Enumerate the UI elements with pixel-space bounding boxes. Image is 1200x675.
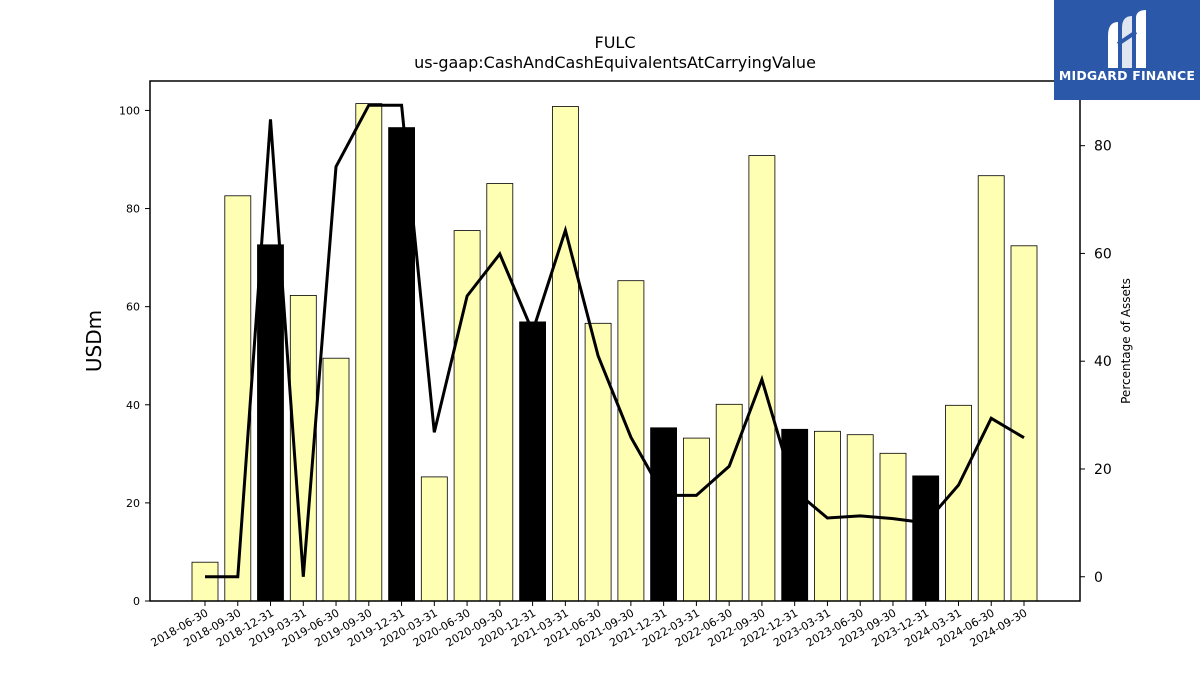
plot-frame [149,80,1081,602]
axes [145,80,1085,606]
y-tick-label: 60 [126,301,140,314]
bar [519,321,546,602]
brand-logo: MIDGARD FINANCE [1054,0,1200,100]
bar [420,476,448,602]
bar [912,475,940,602]
bar [584,322,612,602]
y-tick-label: 20 [126,497,140,510]
bar [945,404,972,602]
bar [715,403,743,602]
percentage-line [205,103,1025,579]
bar [453,230,481,602]
bar [977,175,1005,602]
bar [1010,245,1038,602]
bar [322,357,350,602]
y2-tick-label: 0 [1094,570,1103,586]
y2-tick-label: 40 [1094,354,1112,370]
line-series [204,103,1025,579]
bar [257,244,284,602]
midgard-logo-icon [1108,10,1146,68]
logo-brand-text: MIDGARD FINANCE [1058,68,1196,83]
bar [650,427,677,602]
y-axis-label: USDm [82,310,106,372]
bar [486,183,514,602]
y2-tick-label: 20 [1094,462,1112,478]
y2-axis-label: Percentage of Assets [1119,278,1133,404]
bar [191,561,219,602]
chart-title: FULC [595,33,636,52]
bar [552,106,579,602]
bar-series [191,103,1038,602]
bar [224,195,252,602]
y-tick-label: 100 [119,104,140,117]
bar [355,103,383,602]
y-tick-label: 40 [126,399,140,412]
y-tick-label: 80 [126,203,140,216]
bar [683,437,710,602]
chart-subtitle: us-gaap:CashAndCashEquivalentsAtCarrying… [414,53,816,72]
y-tick-label: 0 [133,595,140,608]
y2-tick-label: 80 [1094,139,1112,155]
y2-tick-label: 60 [1094,246,1112,262]
bar [879,452,907,602]
bar [617,280,645,602]
